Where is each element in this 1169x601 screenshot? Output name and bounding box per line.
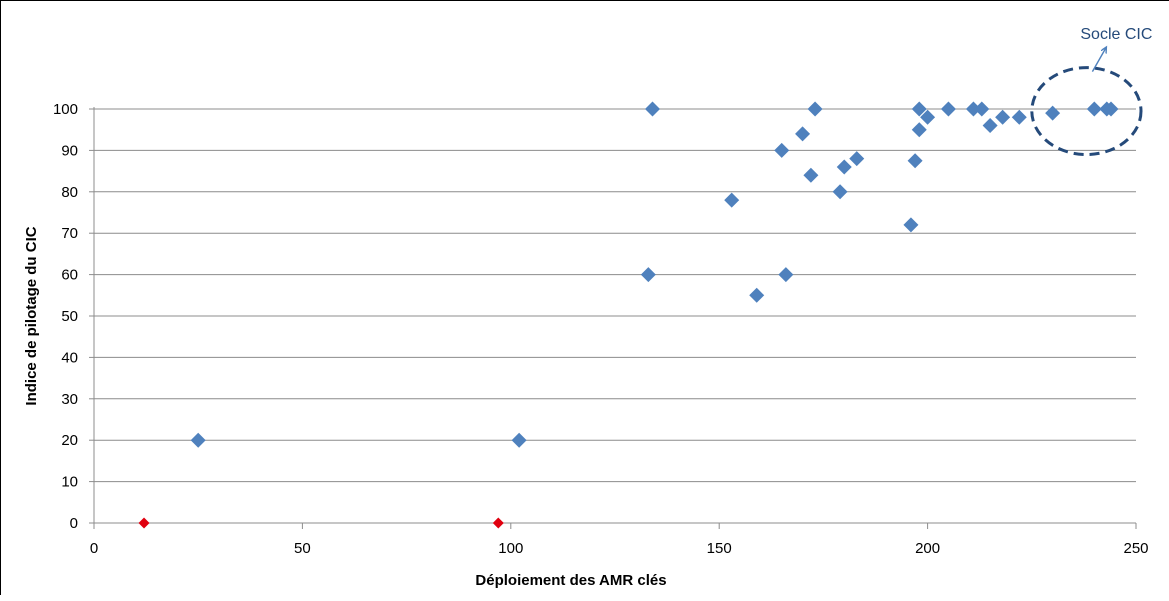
x-tick-label-4: 200 bbox=[915, 540, 940, 557]
y-tick-labels: 0 10 20 30 40 50 60 70 80 90 100 bbox=[53, 101, 78, 532]
y-tick-label-1: 10 bbox=[61, 474, 78, 491]
data-point-s0-13 bbox=[849, 151, 865, 167]
x-axis-label: Déploiement des AMR clés bbox=[475, 572, 666, 589]
data-point-s0-8 bbox=[795, 126, 811, 142]
data-point-s0-28 bbox=[1103, 101, 1119, 117]
y-tick-label-6: 60 bbox=[61, 267, 78, 284]
data-points bbox=[138, 101, 1119, 529]
data-point-s0-23 bbox=[995, 109, 1011, 125]
data-point-s0-22 bbox=[982, 118, 998, 134]
data-point-s0-14 bbox=[903, 217, 919, 233]
data-point-s0-0 bbox=[190, 432, 206, 448]
data-point-s0-5 bbox=[749, 287, 765, 303]
data-point-s0-26 bbox=[1086, 101, 1102, 117]
x-tick-labels: 0 50 100 150 200 250 bbox=[90, 540, 1149, 557]
y-gridlines bbox=[94, 108, 1136, 483]
data-point-s0-9 bbox=[803, 167, 819, 183]
axes bbox=[89, 107, 1137, 529]
data-point-s0-2 bbox=[640, 267, 656, 283]
x-tick-label-0: 0 bbox=[90, 540, 98, 557]
data-point-s0-21 bbox=[974, 101, 990, 117]
y-tick-label-7: 70 bbox=[61, 225, 78, 242]
data-point-s0-1 bbox=[511, 432, 527, 448]
y-tick-label-0: 0 bbox=[70, 515, 78, 532]
data-point-s0-16 bbox=[911, 122, 927, 138]
data-point-s0-10 bbox=[807, 101, 823, 117]
annotation-ellipse-0 bbox=[1030, 66, 1143, 157]
x-tick-label-2: 100 bbox=[498, 540, 523, 557]
y-axis-label: Indice de pilotage du CIC bbox=[23, 226, 40, 405]
y-tick-label-4: 40 bbox=[61, 349, 78, 366]
data-point-s0-17 bbox=[911, 101, 927, 117]
x-tick-label-3: 150 bbox=[707, 540, 732, 557]
data-point-s0-25 bbox=[1045, 105, 1061, 121]
x-tick-label-1: 50 bbox=[294, 540, 311, 557]
annotations: Socle CIC bbox=[1030, 26, 1152, 157]
data-point-s0-11 bbox=[832, 184, 848, 200]
data-point-s0-12 bbox=[836, 159, 852, 175]
data-point-s0-24 bbox=[1011, 109, 1027, 125]
data-point-s0-19 bbox=[940, 101, 956, 117]
data-point-s0-15 bbox=[907, 153, 923, 169]
data-point-s1-1 bbox=[492, 517, 504, 529]
annotation-label-0: Socle CIC bbox=[1080, 26, 1152, 43]
y-tick-label-5: 50 bbox=[61, 308, 78, 325]
y-tick-label-2: 20 bbox=[61, 432, 78, 449]
data-point-s0-3 bbox=[645, 101, 661, 117]
annotation-arrow-0 bbox=[1091, 47, 1106, 72]
y-tick-label-10: 100 bbox=[53, 101, 78, 118]
data-point-s0-18 bbox=[920, 109, 936, 125]
data-point-s0-7 bbox=[778, 267, 794, 283]
y-tick-label-3: 30 bbox=[61, 391, 78, 408]
y-tick-label-8: 80 bbox=[61, 184, 78, 201]
data-point-s0-6 bbox=[774, 142, 790, 158]
data-point-s1-0 bbox=[138, 517, 150, 529]
x-tick-label-5: 250 bbox=[1123, 540, 1148, 557]
y-tick-label-9: 90 bbox=[61, 142, 78, 159]
data-point-s0-20 bbox=[965, 101, 981, 117]
data-point-s0-4 bbox=[724, 192, 740, 208]
